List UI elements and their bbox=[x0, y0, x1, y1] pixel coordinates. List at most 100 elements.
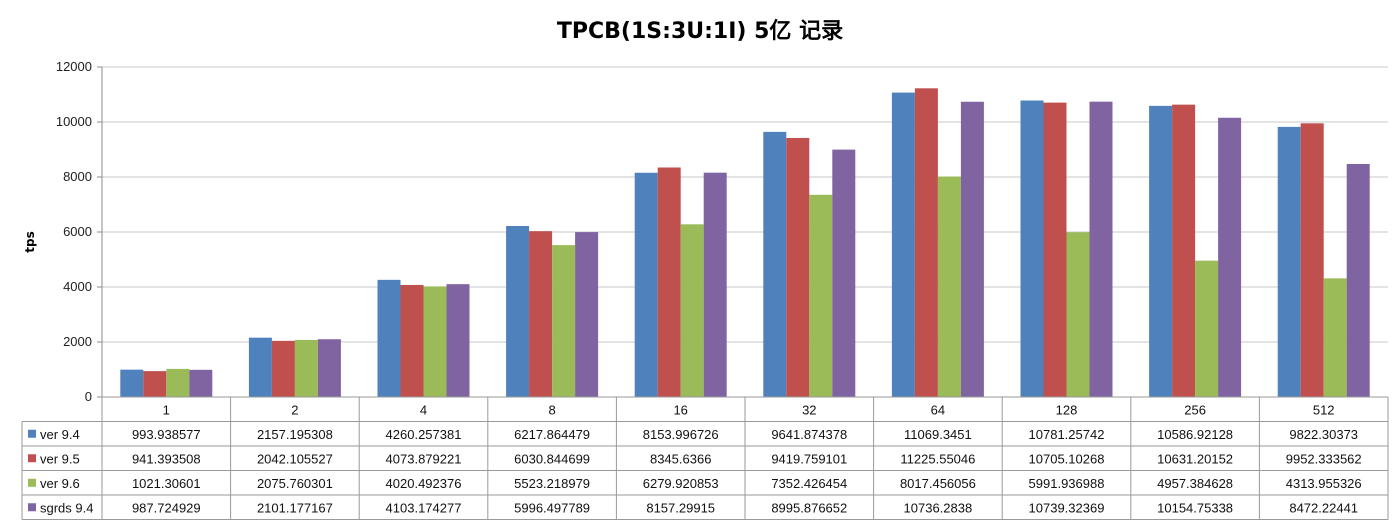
y-tick-label: 8000 bbox=[63, 169, 92, 184]
bar bbox=[575, 232, 599, 397]
data-label: 11225.55046 bbox=[900, 451, 975, 466]
data-label: 6030.844699 bbox=[514, 451, 590, 466]
y-tick-label: 10000 bbox=[56, 114, 92, 129]
data-label: 9419.759101 bbox=[771, 451, 847, 466]
data-table: 1 2 4 8 16 32 64 128 256 512 ver 9.4 993.938577 2157… bbox=[21, 396, 1389, 520]
bar bbox=[1066, 232, 1090, 397]
x-tick-label: 128 bbox=[1056, 402, 1078, 417]
bar bbox=[506, 226, 530, 397]
bar bbox=[271, 340, 295, 397]
data-label: 6279.920853 bbox=[643, 476, 719, 491]
legend-label: ver 9.4 bbox=[40, 427, 80, 442]
data-label: 9952.333562 bbox=[1286, 451, 1362, 466]
data-label: 6217.864479 bbox=[514, 427, 590, 442]
data-label: 9641.874378 bbox=[771, 427, 847, 442]
data-label: 4020.492376 bbox=[386, 476, 462, 491]
bar bbox=[189, 369, 213, 397]
bar bbox=[1195, 260, 1219, 397]
bar bbox=[832, 149, 856, 397]
y-tick-label: 6000 bbox=[63, 224, 92, 239]
bar bbox=[1172, 104, 1196, 397]
bar bbox=[680, 224, 704, 397]
bar bbox=[166, 368, 190, 397]
bar bbox=[1089, 101, 1113, 397]
x-tick-label: 2 bbox=[291, 402, 298, 417]
legend-label: sgrds 9.4 bbox=[40, 500, 93, 515]
bar bbox=[891, 92, 915, 397]
data-label: 8995.876652 bbox=[771, 500, 847, 515]
data-label: 9822.30373 bbox=[1289, 427, 1358, 442]
bar bbox=[786, 137, 810, 398]
legend-key bbox=[28, 478, 36, 487]
bar bbox=[1300, 123, 1324, 398]
data-label: 10154.75338 bbox=[1157, 500, 1233, 515]
data-label: 5523.218979 bbox=[514, 476, 590, 491]
bar bbox=[1218, 117, 1242, 397]
data-label: 8157.29915 bbox=[646, 500, 715, 515]
bar bbox=[294, 339, 318, 397]
bar bbox=[143, 371, 167, 397]
bar bbox=[552, 245, 576, 397]
bar bbox=[657, 167, 681, 397]
bar bbox=[400, 284, 424, 397]
data-label: 7352.426454 bbox=[771, 476, 847, 491]
x-tick-label: 64 bbox=[931, 402, 945, 417]
data-label: 10781.25742 bbox=[1029, 427, 1105, 442]
data-label: 4260.257381 bbox=[386, 427, 462, 442]
data-label: 8345.6366 bbox=[650, 451, 711, 466]
x-tick-label: 4 bbox=[420, 402, 427, 417]
bar bbox=[1323, 278, 1347, 397]
y-tick-label: 12000 bbox=[56, 59, 92, 74]
bar bbox=[529, 231, 553, 397]
legend-label: ver 9.5 bbox=[40, 451, 80, 466]
data-label: 4073.879221 bbox=[386, 451, 462, 466]
bar bbox=[1020, 100, 1044, 398]
bar bbox=[446, 284, 470, 397]
bar bbox=[703, 172, 727, 397]
legend-key bbox=[28, 454, 36, 463]
bar bbox=[809, 194, 833, 397]
data-label: 4313.955326 bbox=[1286, 476, 1362, 491]
chart-title: TPCB(1S:3U:1I) 5亿 记录 bbox=[557, 19, 843, 44]
data-label: 4103.174277 bbox=[386, 500, 462, 515]
y-tick-label: 4000 bbox=[63, 279, 92, 294]
data-label: 2101.177167 bbox=[257, 500, 333, 515]
y-axis-label: tps bbox=[23, 231, 37, 252]
x-tick-label: 512 bbox=[1313, 402, 1335, 417]
data-label: 8017.456056 bbox=[900, 476, 976, 491]
data-label: 987.724929 bbox=[132, 500, 201, 515]
bar bbox=[914, 88, 938, 397]
bar bbox=[1346, 164, 1370, 397]
data-label: 8153.996726 bbox=[643, 427, 719, 442]
data-label: 4957.384628 bbox=[1157, 476, 1233, 491]
x-tick-label: 16 bbox=[673, 402, 687, 417]
legend-key bbox=[28, 503, 36, 512]
data-label: 5991.936988 bbox=[1029, 476, 1105, 491]
data-label: 5996.497789 bbox=[514, 500, 590, 515]
bar bbox=[634, 172, 658, 397]
data-label: 993.938577 bbox=[132, 427, 201, 442]
x-tick-label: 32 bbox=[802, 402, 816, 417]
bar bbox=[120, 369, 144, 397]
data-label: 10705.10268 bbox=[1029, 451, 1105, 466]
data-label: 1021.30601 bbox=[132, 476, 201, 491]
bar bbox=[248, 337, 272, 397]
data-label: 10586.92128 bbox=[1157, 427, 1233, 442]
bar bbox=[960, 101, 984, 397]
data-label: 10631.20152 bbox=[1157, 451, 1233, 466]
bar bbox=[1149, 105, 1173, 397]
x-tick-label: 8 bbox=[548, 402, 555, 417]
data-label: 2075.760301 bbox=[257, 476, 333, 491]
x-tick-label: 256 bbox=[1184, 402, 1206, 417]
bar bbox=[763, 131, 787, 397]
data-label: 2157.195308 bbox=[257, 427, 333, 442]
data-label: 10739.32369 bbox=[1029, 500, 1105, 515]
data-label: 10736.2838 bbox=[904, 500, 973, 515]
x-tick-label: 1 bbox=[163, 402, 170, 417]
data-label: 8472.22441 bbox=[1289, 500, 1358, 515]
data-label: 2042.105527 bbox=[257, 451, 333, 466]
bar bbox=[377, 279, 401, 397]
y-axis-ticks: 0 2000 4000 6000 8000 10000 12000 bbox=[56, 59, 92, 404]
bar bbox=[423, 286, 447, 397]
